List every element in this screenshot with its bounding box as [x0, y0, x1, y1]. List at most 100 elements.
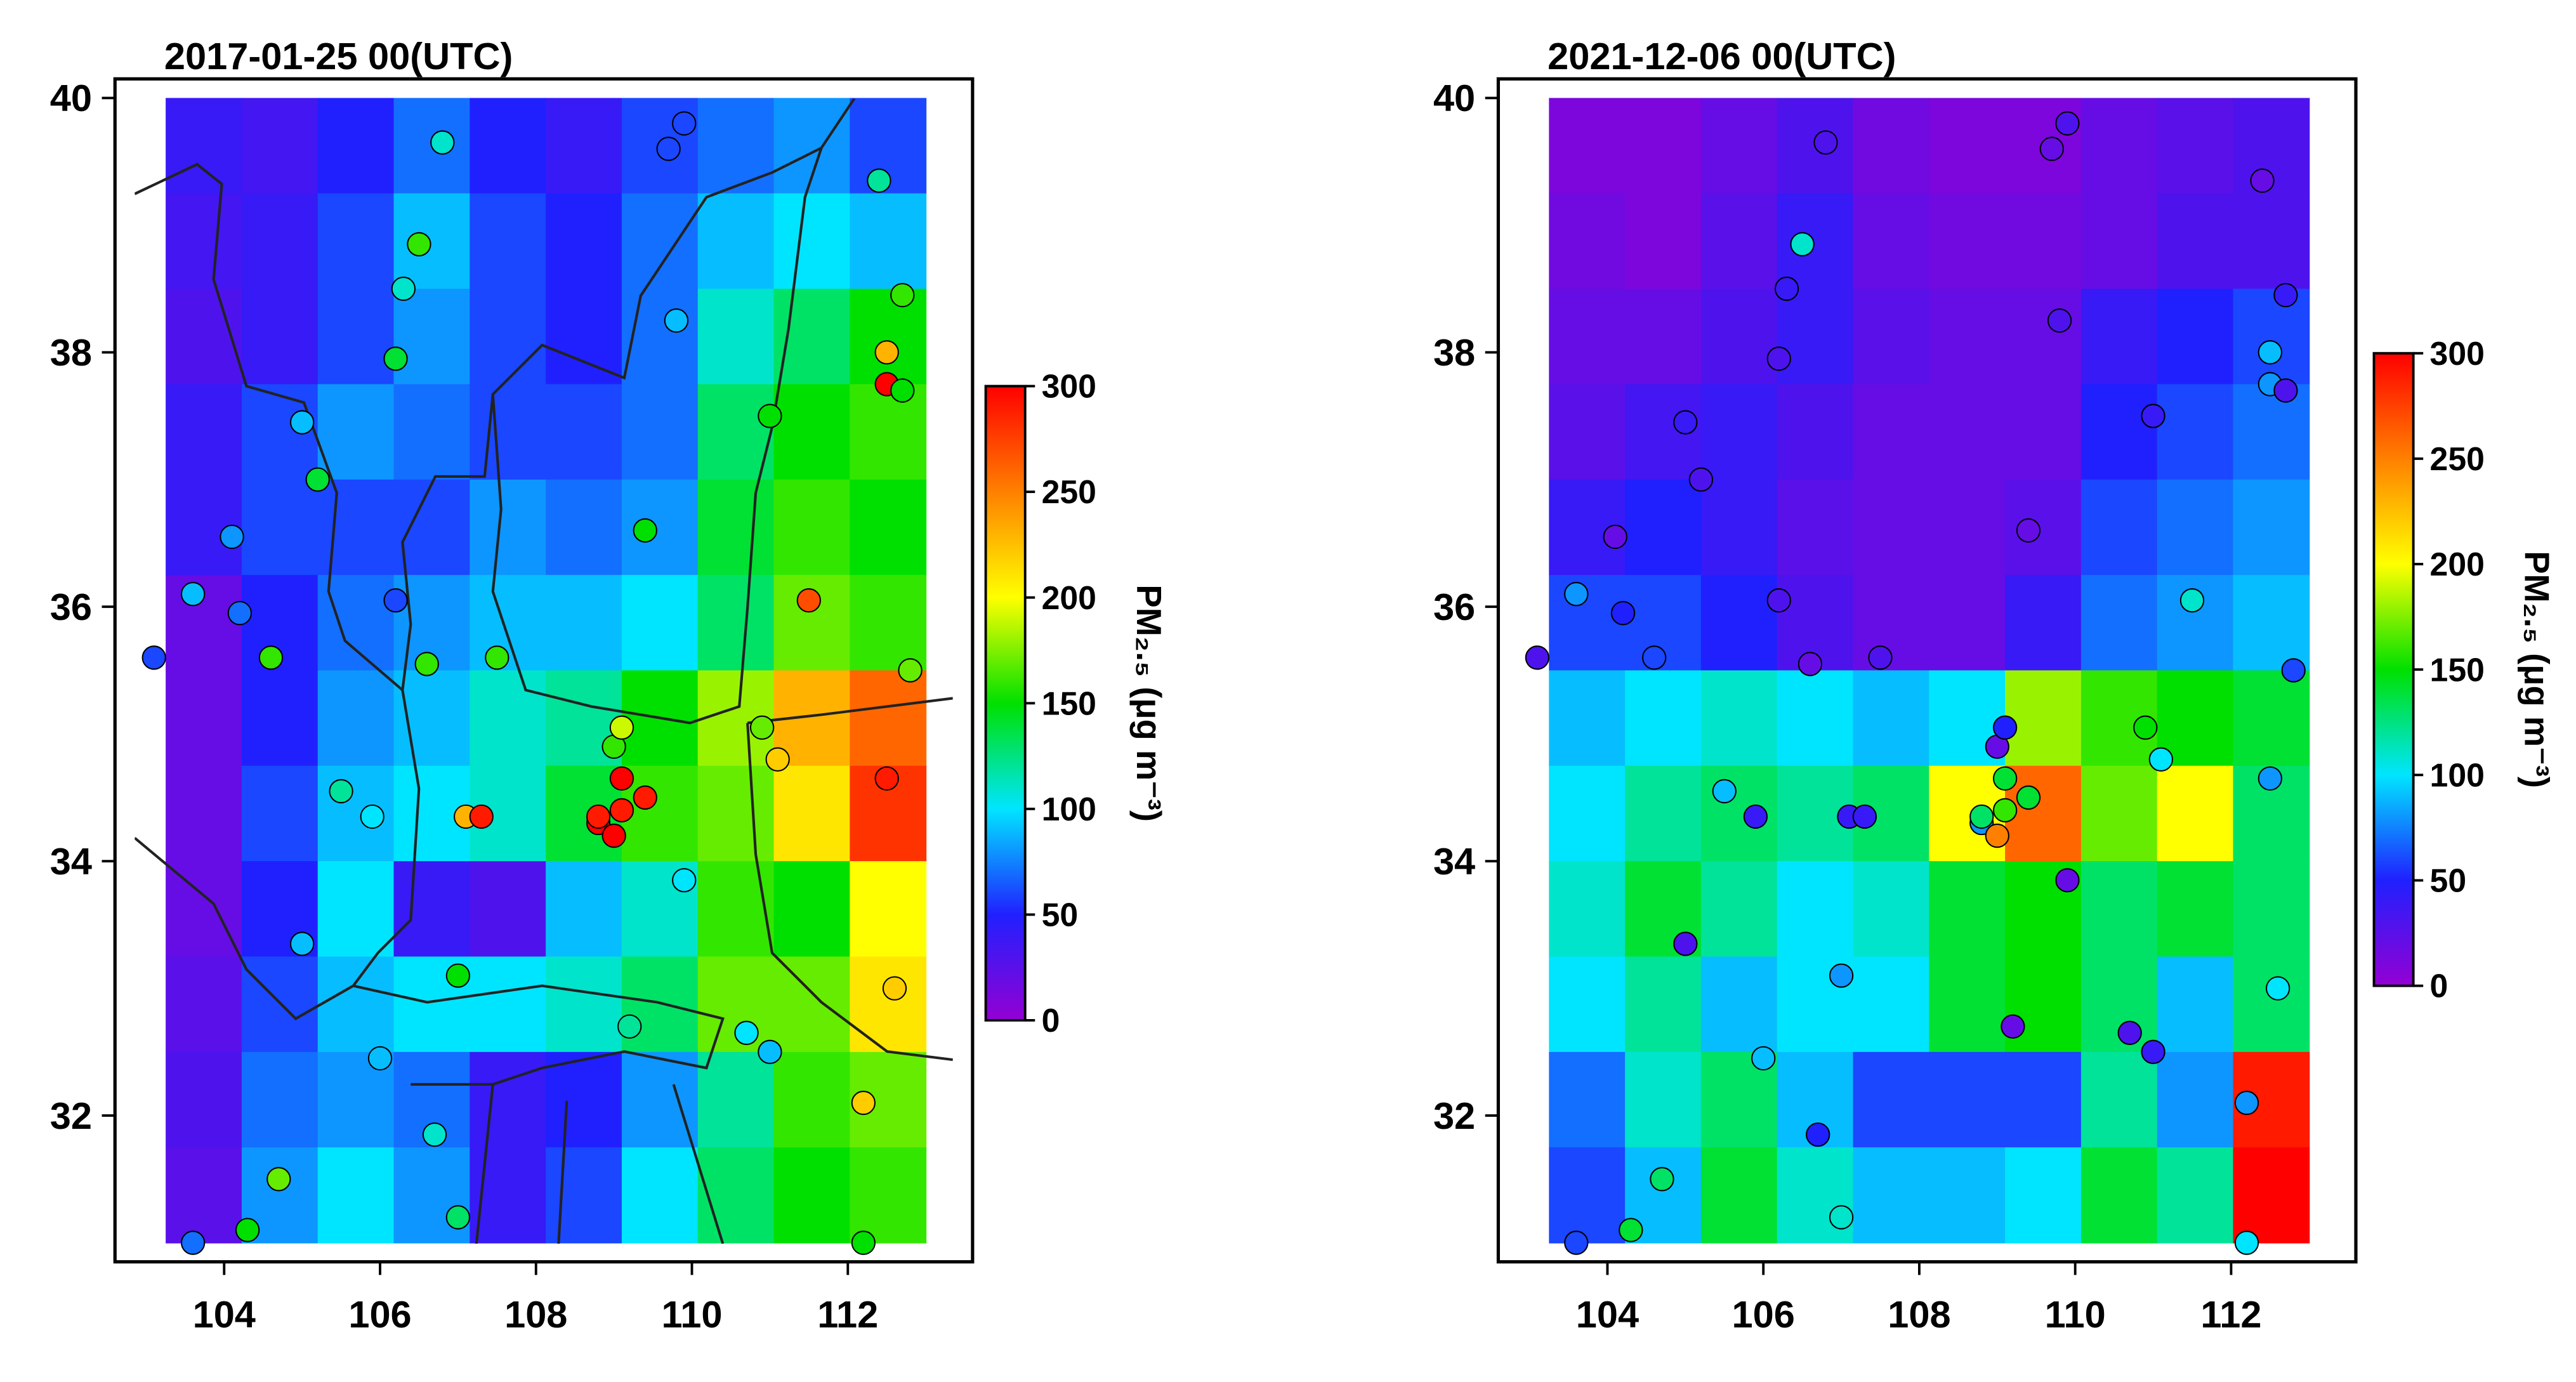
heat-cell: [773, 861, 851, 958]
heat-cell: [621, 765, 699, 862]
heat-cell: [850, 956, 927, 1053]
heat-cell: [850, 575, 927, 671]
station-point: [1610, 601, 1636, 626]
heat-cell: [621, 193, 699, 290]
station-point: [633, 518, 657, 543]
heat-cell: [1777, 193, 1854, 290]
boundary: [475, 1084, 725, 1244]
heat-cell: [317, 861, 395, 958]
station-point: [305, 467, 330, 492]
heat-cell: [621, 289, 699, 385]
heat-cell: [1853, 1051, 1930, 1148]
heat-cell: [241, 1051, 319, 1148]
station-point: [1992, 766, 2018, 791]
x-tick-label: 106: [1732, 1293, 1795, 1336]
heat-cell: [697, 1147, 775, 1244]
heat-cell: [1929, 98, 2006, 194]
heat-cell: [546, 193, 622, 290]
heat-cell: [2005, 1147, 2082, 1244]
heat-cell: [2233, 479, 2310, 576]
colorbar-tick-label: 300: [1042, 368, 1096, 405]
heat-cell: [2233, 289, 2310, 385]
heat-cell: [317, 670, 395, 767]
station-point: [414, 652, 439, 676]
heat-cell: [621, 575, 699, 671]
heat-cell: [2157, 765, 2234, 862]
station-point: [1525, 645, 1550, 670]
heat-cell: [1929, 1147, 2006, 1244]
y-tick-label: 36: [1433, 586, 1475, 628]
heat-cell: [546, 1051, 622, 1148]
heat-cell: [241, 193, 319, 290]
heat-cell: [621, 956, 699, 1053]
station-point: [422, 1122, 447, 1147]
heat-cell: [393, 384, 471, 480]
station-point: [367, 1046, 393, 1071]
heat-cell: [317, 479, 395, 576]
heat-cell: [850, 670, 927, 767]
station-point: [1564, 582, 1589, 607]
heat-cell: [470, 384, 547, 480]
heat-cell: [621, 384, 699, 480]
heat-cell: [850, 479, 927, 576]
station-point: [1743, 804, 1768, 829]
heat-cell: [850, 861, 927, 958]
heat-cell: [1549, 956, 1626, 1053]
heat-cell: [2157, 193, 2234, 290]
station-point: [2234, 1230, 2259, 1255]
heat-cell: [2080, 575, 2158, 671]
y-tick-label: 40: [1433, 77, 1475, 119]
heat-cell: [1777, 479, 1854, 576]
station-point: [2257, 340, 2283, 365]
heat-cell: [1853, 479, 1930, 576]
heat-cell: [546, 289, 622, 385]
station-point: [749, 715, 775, 740]
station-point: [633, 785, 657, 810]
heat-cell: [546, 479, 622, 576]
heat-cell: [1549, 1051, 1626, 1148]
heat-cell: [2233, 193, 2310, 290]
station-point: [1673, 410, 1698, 435]
heat-cell: [1700, 384, 1778, 480]
station-point: [2234, 1090, 2259, 1115]
heat-cell: [317, 98, 395, 194]
station-point: [617, 1014, 642, 1039]
station-point: [1766, 346, 1791, 371]
heat-cell: [1625, 765, 1702, 862]
heat-cell: [850, 1147, 927, 1244]
heat-cell: [317, 193, 395, 290]
boundary: [747, 697, 953, 725]
station-point: [672, 111, 697, 136]
heat-cell: [2005, 575, 2082, 671]
heat-cell: [2157, 479, 2234, 576]
heat-cell: [1700, 861, 1778, 958]
heat-cell: [697, 765, 775, 862]
heat-cell: [1929, 575, 2006, 671]
heat-cell: [1929, 1051, 2006, 1148]
station-point: [430, 130, 455, 155]
heat-cell: [2005, 193, 2082, 290]
panel-title: 2017-01-25 00(UTC): [164, 35, 513, 77]
plot-frame: [113, 77, 975, 1264]
heat-cell: [546, 956, 622, 1053]
heat-cell: [2233, 956, 2310, 1053]
station-point: [2266, 976, 2290, 1001]
heat-cell: [1853, 670, 1930, 767]
heat-cell: [470, 479, 547, 576]
station-point: [220, 524, 244, 550]
heat-cell: [1929, 861, 2006, 958]
colorbar-tick-label: 150: [2430, 651, 2485, 688]
y-tick-label: 38: [50, 331, 92, 374]
y-tick-label: 34: [1433, 840, 1475, 883]
station-point: [1688, 467, 1714, 492]
heat-cell: [2080, 1051, 2158, 1148]
station-point: [235, 1218, 260, 1242]
heat-cell: [2157, 861, 2234, 958]
heat-cell: [470, 861, 547, 958]
heat-cell: [2005, 289, 2082, 385]
heat-cell: [1700, 193, 1778, 290]
station-point: [289, 410, 315, 435]
heat-cell: [393, 193, 471, 290]
station-point: [765, 747, 790, 772]
station-point: [672, 868, 697, 893]
